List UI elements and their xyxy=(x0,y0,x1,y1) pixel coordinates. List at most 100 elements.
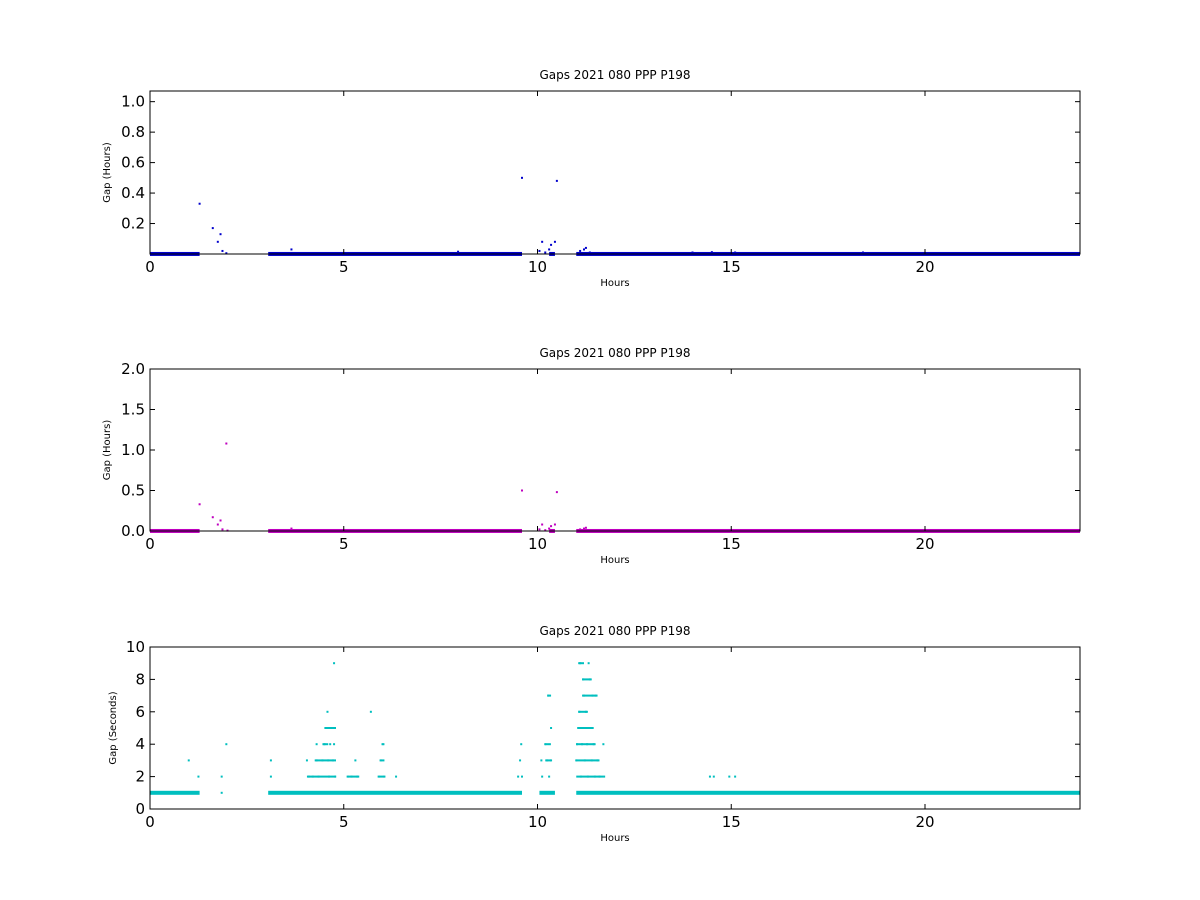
data-point xyxy=(541,775,544,778)
x-axis-label: Hours xyxy=(600,555,629,566)
dense-row xyxy=(582,694,598,697)
data-point xyxy=(588,251,591,254)
data-point xyxy=(198,503,201,506)
data-point xyxy=(187,759,190,762)
data-point xyxy=(216,240,219,243)
y-tick-label: 6 xyxy=(135,703,145,721)
y-tick-label: 0.0 xyxy=(121,522,145,540)
data-point xyxy=(333,743,336,746)
data-point xyxy=(584,710,587,713)
x-tick-label: 0 xyxy=(145,535,155,553)
data-point xyxy=(326,710,329,713)
dense-row xyxy=(545,743,550,746)
data-point xyxy=(356,775,359,778)
x-tick-label: 20 xyxy=(915,258,934,276)
y-axis-label: Gap (Seconds) xyxy=(108,691,119,764)
baseline-segment xyxy=(539,790,555,795)
data-point xyxy=(590,759,593,762)
y-tick-label: 0.4 xyxy=(121,184,145,202)
data-point xyxy=(586,743,589,746)
data-point xyxy=(219,519,222,522)
y-tick-label: 8 xyxy=(135,670,145,688)
data-point xyxy=(592,743,595,746)
data-point xyxy=(216,523,219,526)
data-point xyxy=(197,775,200,778)
data-point xyxy=(548,743,551,746)
data-point xyxy=(369,710,372,713)
axes-frame xyxy=(149,646,1081,810)
data-point xyxy=(327,759,330,762)
data-point xyxy=(550,727,553,729)
dense-row xyxy=(314,759,336,762)
dense-row xyxy=(380,759,385,762)
data-point xyxy=(383,775,386,778)
baseline-segment xyxy=(150,790,200,795)
data-point xyxy=(519,759,522,762)
data-point xyxy=(734,251,737,254)
y-tick-label: 0 xyxy=(135,800,145,818)
data-point xyxy=(321,759,324,762)
x-tick-label: 0 xyxy=(145,258,155,276)
data-point xyxy=(211,227,214,230)
plot-area xyxy=(150,369,1080,531)
data-point xyxy=(862,251,864,254)
data-point xyxy=(290,248,293,251)
data-point xyxy=(544,743,547,746)
y-tick-label: 4 xyxy=(135,735,145,753)
data-point xyxy=(538,249,541,252)
data-point xyxy=(225,743,228,746)
x-tick-label: 10 xyxy=(528,813,547,831)
data-point xyxy=(576,743,579,746)
data-point xyxy=(521,489,523,492)
data-point xyxy=(553,240,556,243)
baseline-segment xyxy=(268,790,522,795)
data-point xyxy=(225,252,228,255)
data-point xyxy=(712,775,715,778)
chart-title: Gaps 2021 080 PPP P198 xyxy=(539,68,690,82)
baseline-segment xyxy=(576,790,1080,795)
data-point xyxy=(548,775,551,778)
y-tick-label: 1.5 xyxy=(121,401,145,419)
data-point xyxy=(594,694,597,697)
data-point xyxy=(550,759,553,762)
data-point xyxy=(269,759,272,762)
y-tick-label: 2.0 xyxy=(121,360,145,378)
data-point xyxy=(269,775,272,778)
data-point xyxy=(521,775,523,778)
data-point xyxy=(588,678,591,681)
data-point xyxy=(290,527,293,530)
data-point xyxy=(211,516,214,519)
data-point xyxy=(315,759,318,762)
data-point xyxy=(225,442,228,445)
data-point xyxy=(311,775,314,778)
dense-row xyxy=(347,775,360,778)
data-point xyxy=(315,743,318,746)
data-point xyxy=(584,526,587,529)
data-point xyxy=(550,525,553,528)
data-point xyxy=(323,743,326,746)
plot-area xyxy=(150,647,1080,809)
x-tick-label: 15 xyxy=(722,535,741,553)
data-point xyxy=(221,249,224,252)
x-tick-label: 5 xyxy=(339,813,349,831)
y-tick-label: 0.5 xyxy=(121,482,145,500)
data-point xyxy=(593,775,596,778)
data-point xyxy=(583,759,586,762)
y-axis-label: Gap (Hours) xyxy=(102,142,113,203)
y-tick-label: 0.2 xyxy=(121,215,145,233)
dense-row xyxy=(306,775,336,778)
chart-title: Gaps 2021 080 PPP P198 xyxy=(539,346,690,360)
data-point xyxy=(548,248,551,251)
data-point xyxy=(555,179,558,182)
data-point xyxy=(587,662,590,665)
data-point xyxy=(603,775,606,778)
data-point xyxy=(329,743,332,746)
dense-row xyxy=(582,678,592,681)
data-point xyxy=(331,759,334,762)
dense-row xyxy=(576,775,604,778)
data-point xyxy=(520,743,523,746)
data-point xyxy=(550,243,553,246)
data-point xyxy=(541,523,544,526)
data-point xyxy=(546,759,549,762)
